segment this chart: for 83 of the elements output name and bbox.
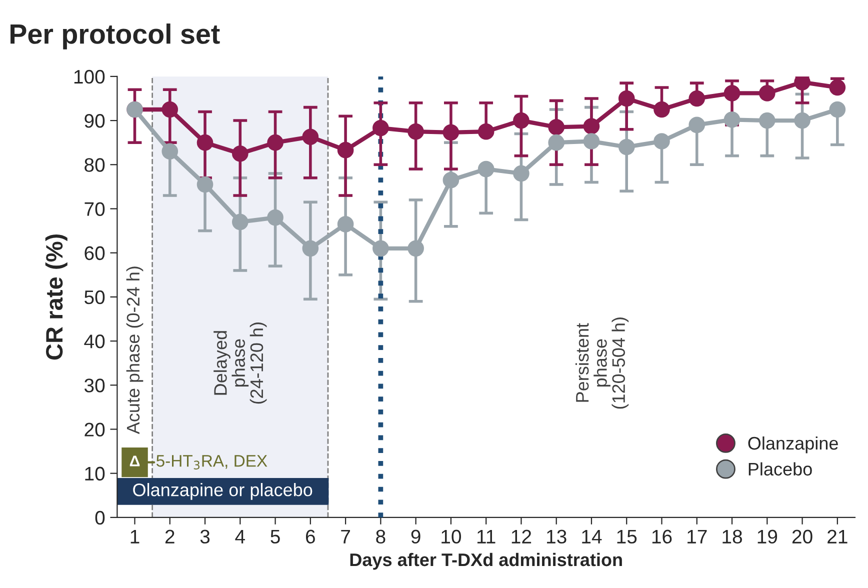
x-tick-label: 3 <box>200 530 210 544</box>
point <box>548 134 565 151</box>
point <box>337 142 354 158</box>
x-tick-label: 2 <box>165 530 174 544</box>
y-tick-label: 40 <box>84 334 105 348</box>
y-tick-label: 70 <box>84 202 105 216</box>
point <box>618 90 635 107</box>
point <box>794 76 810 90</box>
legend-label: Olanzapine <box>748 436 838 454</box>
point <box>583 133 600 150</box>
point <box>794 112 810 129</box>
y-tick-label: 100 <box>74 70 105 84</box>
point <box>654 133 670 150</box>
y-tick-label: 60 <box>84 246 105 260</box>
x-tick-label: 20 <box>792 530 812 544</box>
point <box>478 160 494 178</box>
point <box>478 123 494 140</box>
point <box>337 216 354 232</box>
y-tick-label: 10 <box>85 466 105 481</box>
legend-label: Placebo <box>748 462 812 476</box>
point <box>513 165 530 182</box>
point <box>829 79 846 96</box>
point <box>758 112 776 129</box>
annotation: 5-HT$_{3}$RA, DEX <box>156 455 268 470</box>
x-tick-label: 18 <box>722 530 742 544</box>
point <box>232 145 248 162</box>
point <box>688 116 706 134</box>
x-tick-label: 10 <box>442 530 461 544</box>
point <box>548 118 565 136</box>
y-tick-label: 30 <box>84 378 105 392</box>
x-axis-title: Days after T-DXd administration <box>350 552 622 570</box>
point <box>758 85 776 102</box>
point <box>372 240 389 257</box>
point <box>408 240 424 257</box>
point <box>442 124 460 141</box>
chart-title: Per protocol set <box>10 24 220 50</box>
point <box>618 138 635 156</box>
y-tick-label: 50 <box>84 290 105 304</box>
y-tick-label: 0 <box>95 510 105 525</box>
point <box>162 101 178 118</box>
x-tick-label: 16 <box>652 530 672 544</box>
x-tick-label: 11 <box>477 530 496 544</box>
point <box>196 134 214 151</box>
point <box>408 123 424 140</box>
x-tick-label: 14 <box>582 530 602 544</box>
annotation: Olanzapine or placebo <box>133 483 312 500</box>
x-tick-label: 12 <box>512 530 532 544</box>
x-tick-label: 6 <box>306 530 315 544</box>
x-tick-label: 21 <box>828 530 848 544</box>
x-tick-label: 17 <box>688 530 707 544</box>
annotation: Acute phase (0-24 h) <box>126 266 144 434</box>
point <box>688 90 706 107</box>
point <box>583 118 600 134</box>
point <box>724 112 740 128</box>
point <box>162 143 178 160</box>
point <box>302 240 319 257</box>
point <box>442 172 460 188</box>
y-axis-title: CR rate (%) <box>45 234 68 360</box>
y-tick-label: 20 <box>84 422 105 436</box>
point <box>196 176 214 193</box>
x-tick-label: 7 <box>341 530 350 544</box>
band-label: Delayed phase (24-120 h) <box>214 322 267 404</box>
y-tick-label: 90 <box>84 114 105 128</box>
x-tick-label: 9 <box>411 530 420 544</box>
x-tick-label: 5 <box>270 530 280 544</box>
point <box>724 85 740 102</box>
point <box>267 134 284 151</box>
x-tick-label: 15 <box>617 530 637 544</box>
annotation: Persistent phase (120-504 h) <box>575 318 629 409</box>
x-tick-label: 13 <box>547 530 566 544</box>
x-tick-label: 4 <box>235 530 245 544</box>
x-tick-label: 8 <box>376 530 386 544</box>
point <box>829 101 846 118</box>
annotation: Δ <box>130 456 140 466</box>
y-tick-label: 80 <box>84 158 105 172</box>
point <box>513 112 530 129</box>
point <box>232 214 248 230</box>
x-tick-label: 19 <box>758 530 778 544</box>
x-tick-label: 1 <box>130 530 140 544</box>
point <box>372 120 389 136</box>
point <box>267 209 284 226</box>
point <box>302 128 319 146</box>
point <box>654 101 670 118</box>
